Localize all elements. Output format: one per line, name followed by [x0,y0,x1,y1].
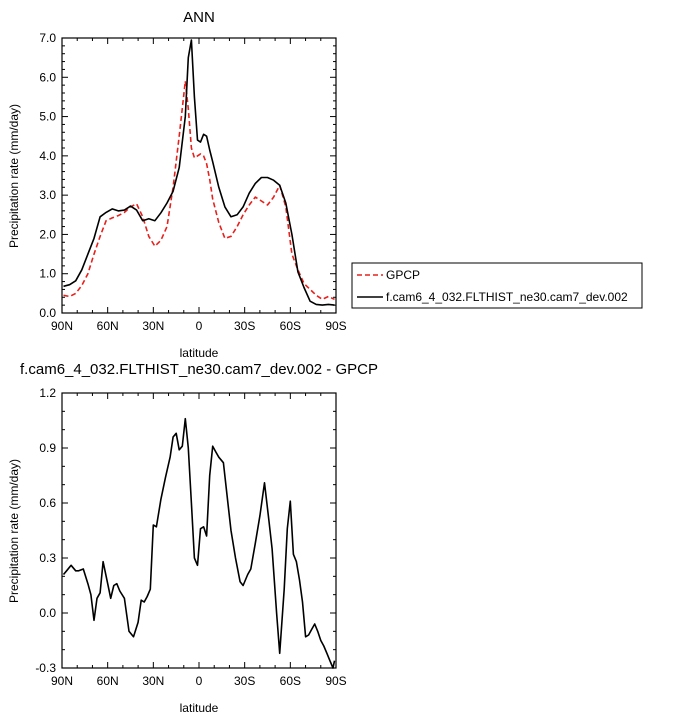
series-lines [62,417,336,669]
legend-label-gpcp: GPCP [386,268,420,282]
x-axis: 90N 60N 30N 0 30S 60S 90S [51,393,347,688]
x-tick-label: 0 [196,674,203,688]
x-tick-label: 90N [51,674,73,688]
legend-box [351,262,643,309]
y-tick-label: 2.0 [39,227,56,241]
x-tick-label: 30S [234,674,255,688]
series-line-difference [62,417,336,669]
x-tick-label: 90S [325,674,346,688]
x-axis-label: latitude [180,701,219,715]
x-tick-label: 30N [142,319,164,333]
x-tick-label: 30N [142,674,164,688]
series-line-gpcp [63,80,335,301]
y-axis-label: Precipitation rate (mm/day) [7,459,21,603]
y-tick-label: 0.0 [39,606,56,620]
y-tick-label: 0.3 [39,551,56,565]
chart-title: ANN [183,9,215,26]
x-axis-label: latitude [180,346,219,360]
chart-annual-mean: ANN 0.0 1.0 2.0 3.0 4.0 5.0 6.0 7.0 90N 60N 30N 0 3… [7,9,643,360]
y-tick-label: 7.0 [39,31,56,45]
y-tick-label: 0.6 [39,496,56,510]
x-axis: 90N 60N 30N 0 30S 60S 90S [51,38,347,333]
x-tick-label: 60S [280,674,301,688]
y-tick-label: 1.0 [39,267,56,281]
series-line-f-cam6-4-032-flthist-ne30-cam7-dev-002 [63,39,335,306]
x-tick-label: 60N [97,319,119,333]
y-tick-label: -0.3 [35,661,56,675]
y-tick-label: 6.0 [39,70,56,84]
chart-difference: f.cam6_4_032.FLTHIST_ne30.cam7_dev.002 -… [7,361,378,715]
legend-label-model: f.cam6_4_032.FLTHIST_ne30.cam7_dev.002 [386,290,628,304]
legend: GPCP f.cam6_4_032.FLTHIST_ne30.cam7_dev.… [351,262,643,309]
x-tick-label: 60N [97,674,119,688]
series-lines [63,39,335,306]
y-tick-label: 3.0 [39,188,56,202]
y-tick-label: 0.9 [39,441,56,455]
y-tick-label: 4.0 [39,149,56,163]
x-tick-label: 60S [280,319,301,333]
y-axis: 0.0 1.0 2.0 3.0 4.0 5.0 6.0 7.0 [39,31,336,320]
y-axis: -0.3 0.0 0.3 0.6 0.9 1.2 [35,386,336,675]
x-tick-label: 0 [196,319,203,333]
x-tick-label: 30S [234,319,255,333]
y-tick-label: 1.2 [39,386,56,400]
y-tick-label: 0.0 [39,306,56,320]
plot-frame [61,37,337,314]
y-tick-label: 5.0 [39,110,56,124]
x-tick-label: 90N [51,319,73,333]
x-tick-label: 90S [325,319,346,333]
plot-frame [61,392,337,669]
y-axis-label: Precipitation rate (mm/day) [7,104,21,248]
chart-title: f.cam6_4_032.FLTHIST_ne30.cam7_dev.002 -… [20,361,378,378]
